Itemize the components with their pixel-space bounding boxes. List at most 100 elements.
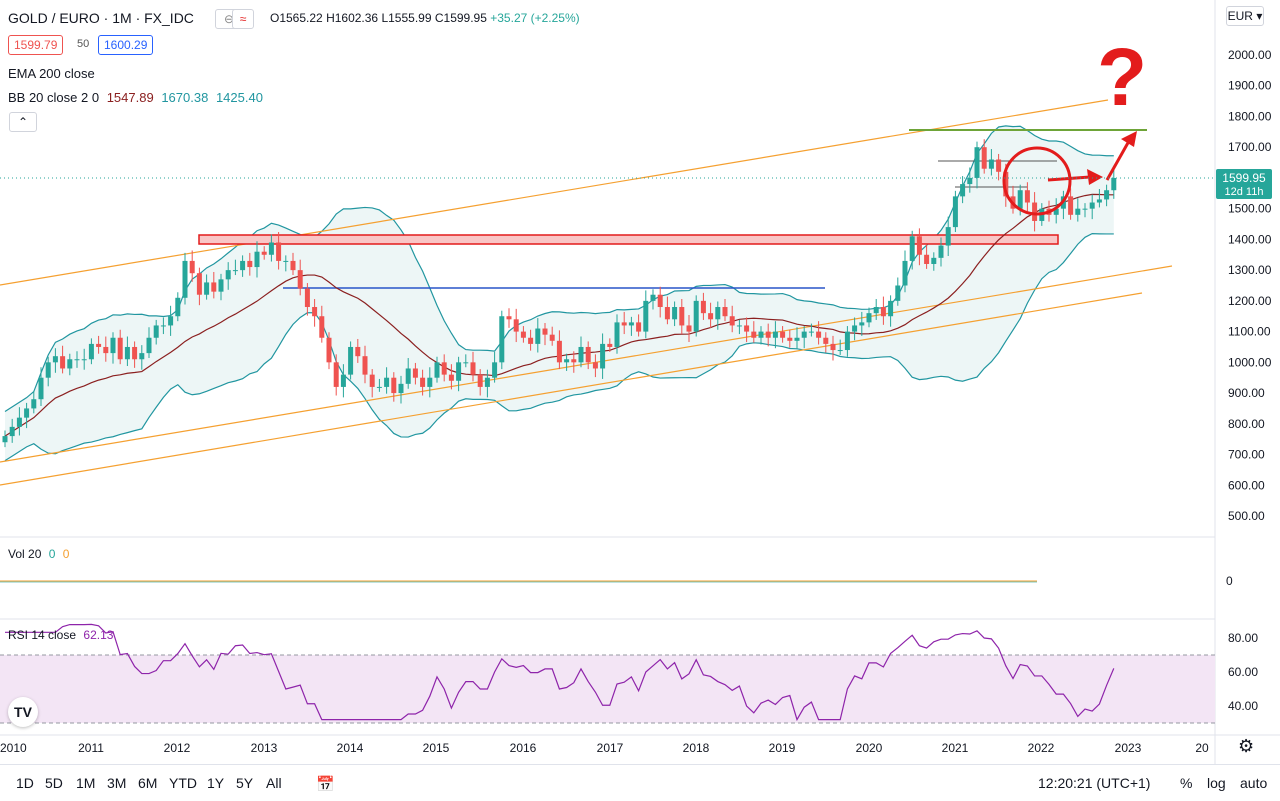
time-tick-label: 2015 (423, 741, 450, 755)
range-5y[interactable]: 5Y (236, 775, 254, 791)
candle-body (312, 307, 318, 317)
time-tick-label: 2016 (510, 741, 537, 755)
ohlc-low: L1555.99 (381, 11, 432, 25)
candle-body (758, 331, 764, 338)
time-tick-label: 20 (1195, 741, 1209, 755)
auto-toggle[interactable]: auto (1240, 775, 1268, 791)
candle-body (844, 331, 850, 351)
candle-body (592, 362, 598, 369)
candle-body (1111, 177, 1117, 191)
candle-body (45, 362, 51, 378)
range-5d[interactable]: 5D (45, 775, 63, 791)
candle-body (398, 383, 404, 394)
price-tick-label: 1200.00 (1228, 294, 1272, 308)
price-axis[interactable]: 500.00 600.00 700.00 800.00 900.00 1000.00 110… (1228, 48, 1272, 523)
candle-body (636, 322, 642, 332)
price-tick-label: 1800.00 (1228, 109, 1272, 123)
candle-body (319, 316, 325, 338)
clock-time[interactable]: 12:20:21 (UTC+1) (1038, 775, 1151, 791)
rsi-tick-label: 40.00 (1228, 699, 1258, 713)
gear-icon[interactable]: ⚙ (1238, 736, 1255, 756)
candle-body (175, 297, 181, 317)
candle-body (657, 294, 663, 308)
candle-body (650, 294, 656, 301)
candle-body (304, 288, 310, 308)
rsi-legend[interactable]: RSI 14 close 62.13 (8, 628, 113, 642)
candle-body (24, 408, 30, 418)
percent-toggle[interactable]: % (1180, 775, 1193, 791)
compare-icon[interactable]: ≈ (232, 9, 254, 29)
symbol-legend[interactable]: GOLD / EURO · 1M · FX_IDC (8, 10, 194, 26)
price-tick-label: 700.00 (1228, 448, 1265, 462)
candle-body (384, 377, 390, 387)
candle-body (261, 251, 267, 255)
price-tick-label: 1300.00 (1228, 263, 1272, 277)
range-1d[interactable]: 1D (16, 775, 34, 791)
range-3m[interactable]: 3M (107, 775, 127, 791)
candle-body (391, 377, 397, 394)
candle-body (9, 426, 15, 437)
currency-selector[interactable]: EUR ▾ (1226, 6, 1264, 26)
volume-legend[interactable]: Vol 20 0 0 (8, 547, 69, 561)
volume-value-1: 0 (48, 547, 56, 561)
candle-body (1075, 208, 1081, 215)
candle-body (837, 350, 843, 352)
candle-body (794, 337, 800, 341)
bid-button[interactable]: 1599.79 (8, 35, 64, 55)
candle-body (225, 270, 231, 280)
time-tick-label: 2018 (683, 741, 710, 755)
candle-body (520, 331, 526, 338)
candle-body (816, 331, 822, 338)
candle-body (268, 242, 274, 255)
annotations: ? (1002, 32, 1147, 216)
candle-body (895, 285, 901, 301)
support-zone (198, 234, 1059, 245)
range-1m[interactable]: 1M (76, 775, 96, 791)
candle-body (463, 362, 469, 364)
candle-body (909, 236, 915, 261)
range-all[interactable]: All (266, 775, 282, 791)
ohlc-high: H1602.36 (326, 11, 379, 25)
candle-body (830, 343, 836, 351)
candle-body (621, 322, 627, 326)
candle-body (614, 322, 620, 347)
candle-body (81, 359, 87, 361)
arrow-right-head (1087, 169, 1103, 185)
rsi-band (0, 655, 1215, 723)
candle-body (556, 340, 562, 363)
candle-body (902, 260, 908, 286)
candle-body (232, 270, 238, 272)
chevron-up-icon[interactable]: ⌃ (9, 112, 37, 132)
bb-legend[interactable]: BB 20 close 2 0 1547.89 1670.38 1425.40 (8, 90, 263, 105)
candle-body (736, 325, 742, 327)
ema-legend[interactable]: EMA 200 close (8, 66, 95, 81)
candle-body (96, 343, 102, 347)
candle-body (31, 399, 37, 409)
tradingview-logo[interactable]: TV (8, 697, 38, 727)
range-ytd[interactable]: YTD (169, 775, 197, 791)
candle-body (823, 337, 829, 344)
ask-button[interactable]: 1600.29 (98, 35, 154, 55)
symbol-title[interactable]: GOLD / EURO · 1M · FX_IDC (8, 10, 194, 26)
log-toggle[interactable]: log (1207, 775, 1226, 791)
calendar-icon[interactable]: 📅 (316, 776, 335, 793)
range-1y[interactable]: 1Y (207, 775, 225, 791)
candle-body (117, 337, 123, 360)
candle-body (722, 307, 728, 317)
bb-mid-value: 1547.89 (106, 90, 154, 105)
range-6m[interactable]: 6M (138, 775, 158, 791)
candle-body (412, 368, 418, 378)
bottom-toolbar: 1D 5D 1M 3M 6M YTD 1Y 5Y All 📅 12:20:21 … (0, 764, 1280, 801)
price-tick-label: 1900.00 (1228, 79, 1272, 93)
candle-body (124, 346, 130, 360)
time-tick-label: 2010 (0, 741, 27, 755)
price-tick-label: 1700.00 (1228, 140, 1272, 154)
price-tick-label: 1500.00 (1228, 202, 1272, 216)
candle-body (499, 316, 505, 363)
time-tick-label: 2019 (769, 741, 796, 755)
question-mark: ? (1097, 32, 1147, 123)
candles (2, 139, 1117, 448)
time-tick-label: 2014 (337, 741, 364, 755)
time-axis[interactable]: 2010 2011 2012 2013 2014 2015 2016 2017 2018 2019… (0, 741, 1209, 755)
